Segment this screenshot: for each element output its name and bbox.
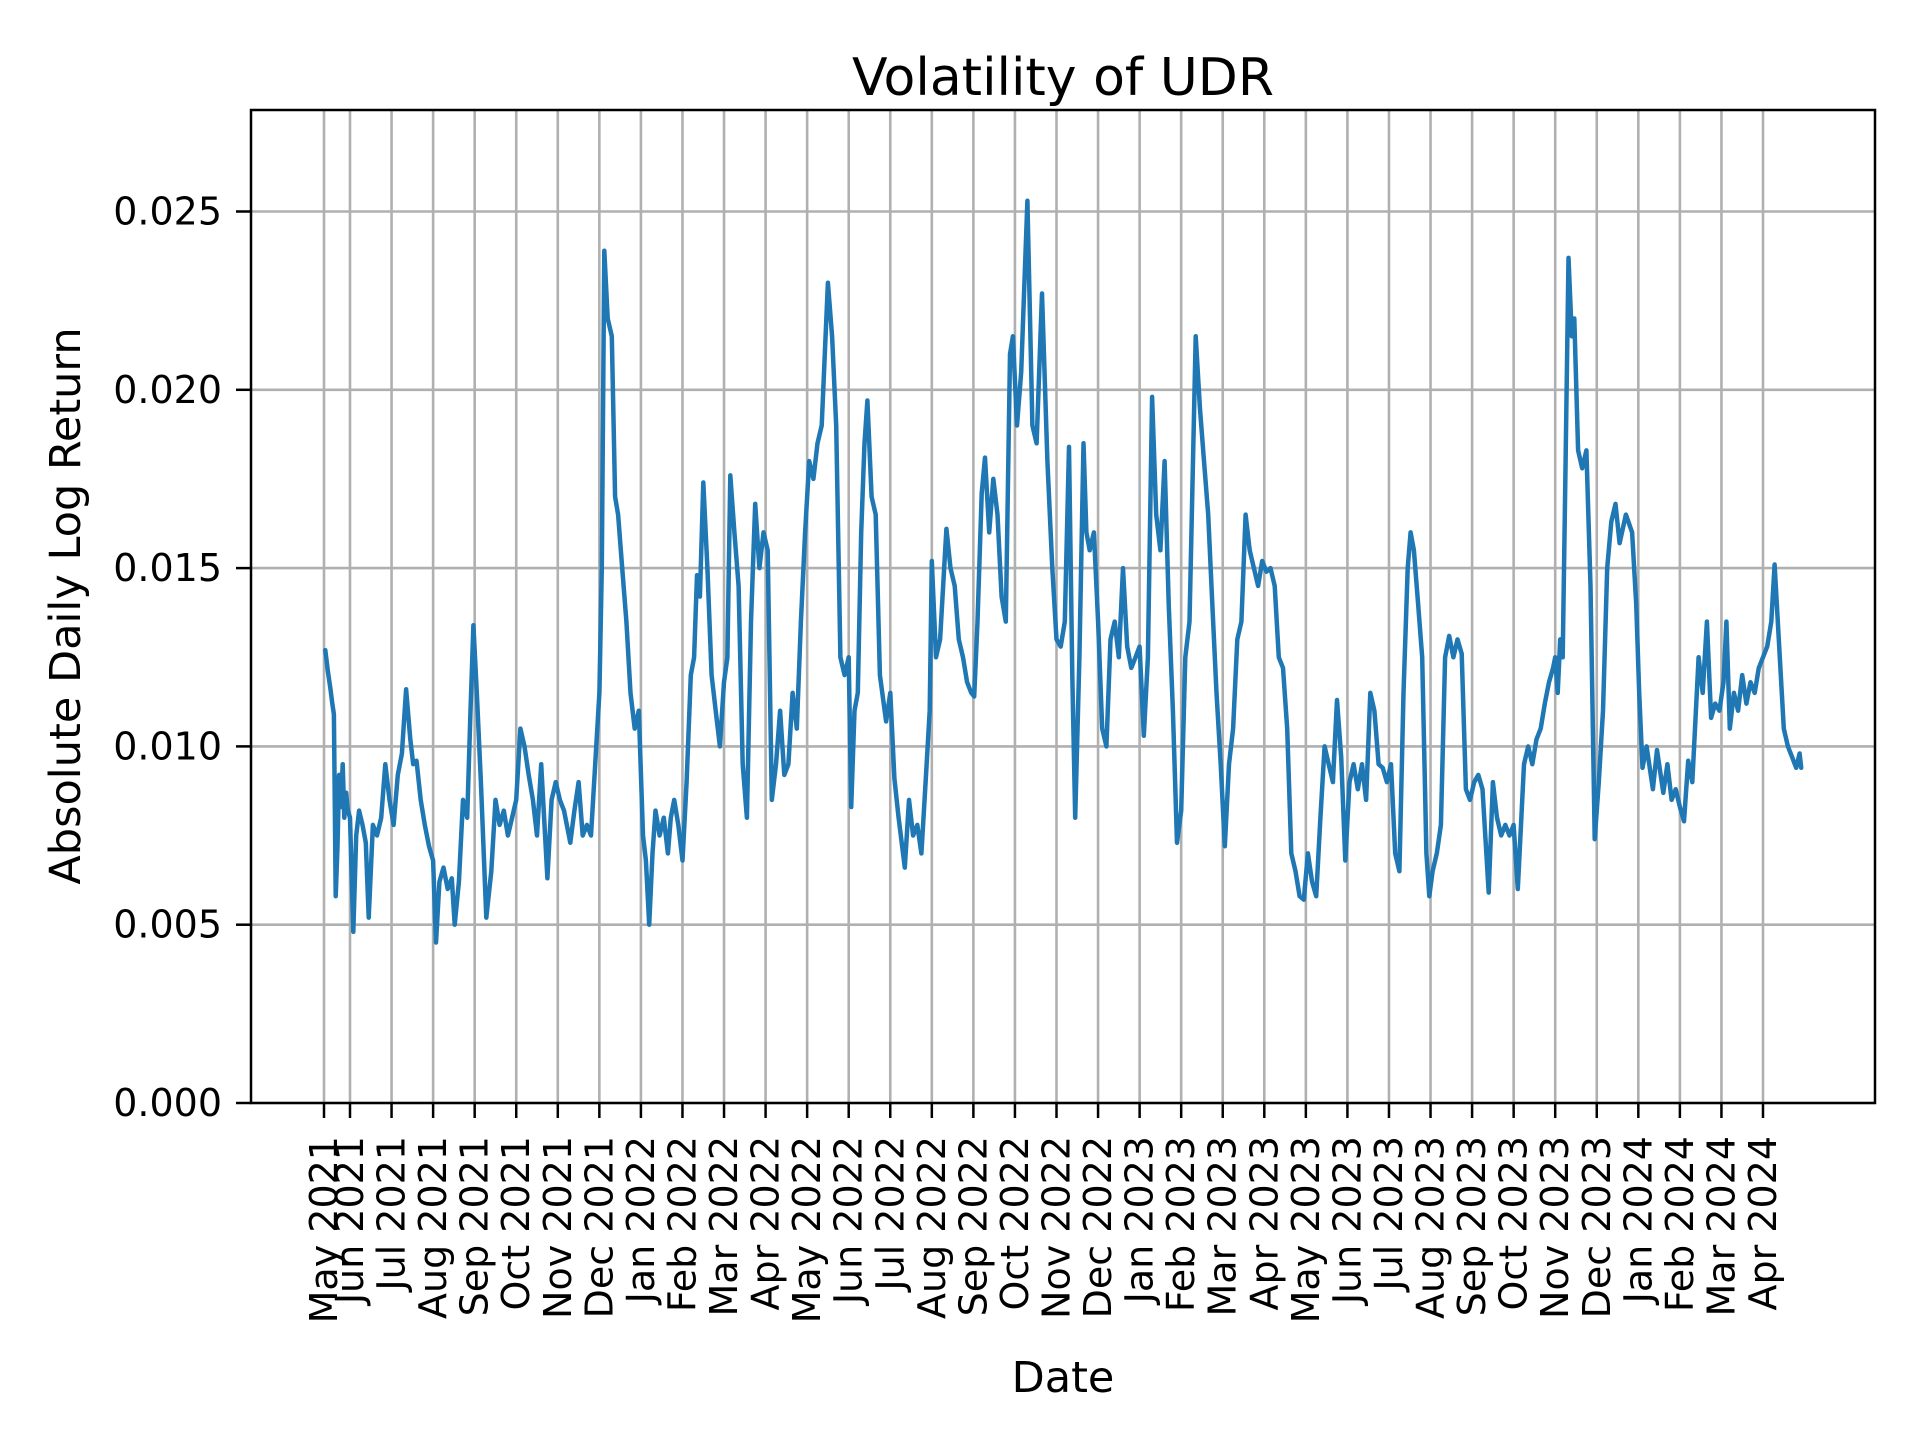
x-tick-label: Apr 2023 xyxy=(1242,1136,1286,1311)
x-tick-label: Sep 2022 xyxy=(951,1136,995,1316)
data-series xyxy=(323,198,1804,945)
x-tick-label: Oct 2023 xyxy=(1492,1136,1536,1311)
x-tick-label: Dec 2022 xyxy=(1076,1136,1120,1318)
x-tick-label: Jun 2023 xyxy=(1325,1136,1369,1306)
x-tick-label: Nov 2023 xyxy=(1533,1136,1577,1319)
x-tick-label: Feb 2024 xyxy=(1658,1136,1702,1312)
y-tick-label: 0.020 xyxy=(113,368,222,412)
y-tick-label: 0.010 xyxy=(113,724,222,768)
x-tick-label: Oct 2021 xyxy=(494,1136,538,1311)
x-tick-label: Aug 2021 xyxy=(411,1136,455,1319)
y-tick-label: 0.025 xyxy=(113,190,222,234)
x-tick-label: Dec 2021 xyxy=(577,1136,621,1318)
x-tick-label: Aug 2022 xyxy=(910,1136,954,1319)
y-tick-label: 0.005 xyxy=(113,903,222,947)
x-tick-label: May 2022 xyxy=(785,1136,829,1323)
x-tick-label: Jan 2022 xyxy=(619,1136,663,1305)
x-tick-label: Nov 2021 xyxy=(536,1136,580,1319)
x-tick-marks xyxy=(322,1103,1765,1118)
y-axis-label: Absolute Daily Log Return xyxy=(41,327,91,884)
x-tick-label: Jul 2023 xyxy=(1367,1136,1411,1293)
plot-border xyxy=(249,108,1877,1105)
x-tick-label: Mar 2024 xyxy=(1699,1136,1743,1316)
x-tick-label: May 2023 xyxy=(1284,1136,1328,1323)
volatility-line xyxy=(323,198,1804,945)
x-tick-label: Nov 2022 xyxy=(1035,1136,1079,1319)
y-tick-marks xyxy=(236,210,251,1105)
x-tick-label: Jul 2022 xyxy=(868,1136,912,1293)
x-tick-label: Feb 2022 xyxy=(660,1136,704,1312)
y-grid-lines xyxy=(251,210,1875,1105)
chart-title: Volatility of UDR xyxy=(852,48,1274,108)
x-tick-label: Apr 2022 xyxy=(744,1136,788,1311)
x-tick-label: Mar 2022 xyxy=(702,1136,746,1316)
y-tick-labels: 0.000 0.005 0.010 0.015 0.020 0.025 xyxy=(113,190,222,1126)
y-tick-label: 0.015 xyxy=(113,546,222,590)
x-tick-label: Sep 2021 xyxy=(453,1136,497,1316)
x-tick-label: Jan 2023 xyxy=(1118,1136,1162,1305)
x-tick-label: May 2021 xyxy=(302,1136,346,1323)
x-tick-label: Dec 2023 xyxy=(1575,1136,1619,1318)
x-tick-label: Oct 2022 xyxy=(993,1136,1037,1311)
x-tick-label: Apr 2024 xyxy=(1741,1136,1785,1311)
x-tick-label: Sep 2023 xyxy=(1450,1136,1494,1316)
x-tick-label: Jun 2022 xyxy=(827,1136,871,1306)
y-tick-label: 0.000 xyxy=(113,1081,222,1125)
x-grid-lines xyxy=(322,110,1765,1103)
x-tick-label: Jan 2024 xyxy=(1616,1136,1660,1305)
x-tick-label: Jul 2021 xyxy=(370,1136,414,1293)
x-tick-label: Feb 2023 xyxy=(1159,1136,1203,1312)
x-axis-label: Date xyxy=(1012,1353,1115,1403)
x-tick-label: Mar 2023 xyxy=(1201,1136,1245,1316)
x-tick-label: Jun 2021 xyxy=(328,1136,372,1306)
x-tick-label: Aug 2023 xyxy=(1409,1136,1453,1319)
